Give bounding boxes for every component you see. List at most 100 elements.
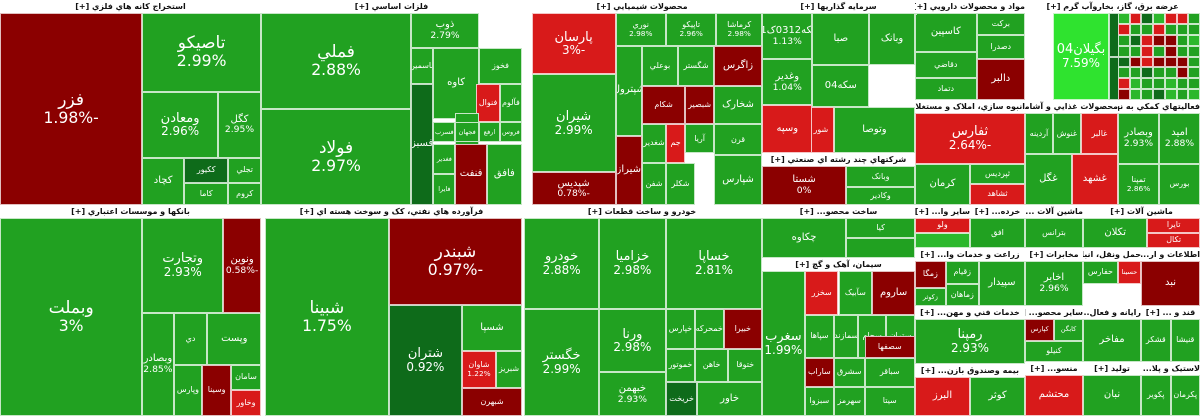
treemap-tile[interactable]: قرن [714,124,762,156]
treemap-tile[interactable]: ثپردیس [970,163,1025,184]
treemap-tile[interactable]: تجلي [228,157,261,183]
treemap-tile[interactable]: فروس [499,122,522,142]
treemap-tile[interactable]: خاهن [694,348,729,383]
treemap-tile[interactable]: سآبیک [838,271,873,315]
treemap-tile[interactable] [1141,89,1154,100]
treemap-tile[interactable]: دتماد [915,78,977,100]
treemap-tile[interactable]: شبندر -0.97% [388,218,522,306]
treemap-tile[interactable]: فنوال [476,84,500,123]
treemap-tile[interactable]: وسپه [762,105,813,153]
treemap-tile[interactable]: زاگرس [714,45,762,86]
treemap-tile[interactable]: فاسمین [411,47,434,85]
sector-panel[interactable]: خودرو و ساخت قطعات [+] خودرو 2.88% خگستر 2.9… [522,205,762,416]
sector-title[interactable]: خدمات فني و مهن... [+] [915,306,1025,319]
treemap-tile[interactable]: ساراب [804,358,834,387]
treemap-tile[interactable] [1141,67,1154,79]
treemap-tile[interactable]: سپاها [804,314,834,358]
treemap-tile[interactable]: چکاوه [762,218,847,258]
treemap-tile[interactable] [1188,13,1200,24]
sector-title[interactable]: استخراج کانه هاي فلزي [+] [0,0,261,13]
sector-title[interactable]: مخابرات [+] [1025,248,1083,261]
treemap-tile[interactable]: کاوه [433,47,479,119]
sector-panel[interactable]: رایانه و فعال... [+] مفاخر [1083,306,1141,362]
treemap-tile[interactable]: محتشم [1025,375,1083,416]
treemap-tile[interactable] [1176,56,1189,68]
treemap-tile[interactable] [1141,45,1154,57]
sector-title[interactable]: سرمایه گذاریها [+] [762,0,915,13]
treemap-tile[interactable] [1176,34,1189,46]
treemap-tile[interactable] [1141,56,1154,68]
treemap-tile[interactable] [1164,45,1177,57]
treemap-tile[interactable]: فخوز [478,47,522,85]
treemap-tile[interactable]: خزامیا 2.98% [598,218,666,310]
treemap-tile[interactable] [1164,56,1177,68]
treemap-tile[interactable]: ونوین -0.58% [223,218,261,314]
treemap-tile[interactable]: شبریز [495,350,522,389]
sector-title[interactable]: سیمان، آهک و گچ [+] [762,258,915,271]
treemap-tile[interactable]: وتجارت 2.93% [142,218,224,314]
treemap-tile[interactable]: ختوقا [728,348,762,383]
treemap-tile[interactable]: خپارس [666,309,695,349]
treemap-tile[interactable] [915,233,970,248]
treemap-tile[interactable] [1176,78,1189,90]
treemap-tile[interactable]: کنیلو [1025,340,1083,362]
treemap-tile[interactable] [1164,89,1177,100]
treemap-tile[interactable]: نبان [1083,375,1141,416]
treemap-tile[interactable]: شاوان 1.22% [461,350,496,389]
treemap-tile[interactable]: ککیور [184,157,229,183]
treemap-tile[interactable]: سغرب 1.99% [762,271,805,416]
sector-panel[interactable]: خرده... [+] افق [970,205,1025,248]
sector-title[interactable]: ماشین آلات ... [+] [1025,205,1083,218]
treemap-tile[interactable] [1153,56,1165,68]
sector-title[interactable]: لاستیک و پلا... [+] [1141,362,1200,375]
treemap-tile[interactable]: تمپنا 2.86% [1118,163,1159,205]
sector-panel[interactable]: حمل ونقل، انبا... [+] حفارس حسینا [1083,248,1141,306]
sector-panel[interactable]: محصولات شیمیایي [+] پارسان -3% شیران 2.99% شپ… [522,0,762,205]
sector-panel[interactable]: سایر وا... [+] ولو [915,205,970,248]
treemap-tile[interactable] [1141,78,1154,90]
treemap-tile[interactable]: مفاخر [1083,319,1141,362]
treemap-tile[interactable] [1129,89,1142,100]
treemap-tile[interactable]: خبیرا [723,309,762,349]
treemap-tile[interactable]: ذوب 2.79% [411,13,479,48]
treemap-tile[interactable]: شیراز [615,135,642,205]
treemap-tile[interactable]: سصفها [864,336,915,358]
treemap-tile[interactable]: جم [666,124,686,163]
treemap-tile[interactable]: غنوش [1052,113,1081,155]
sector-panel[interactable]: مواد و محصولات دارویي [+] کاسپین برکت دقاضي… [915,0,1025,100]
treemap-tile[interactable]: البرز [915,377,970,416]
treemap-tile[interactable] [1188,67,1200,79]
treemap-tile[interactable] [1118,89,1130,100]
treemap-tile[interactable] [1129,45,1142,57]
treemap-tile[interactable]: سهرمز [833,387,865,416]
treemap-tile[interactable] [1164,34,1177,46]
sector-panel[interactable]: فلزات اساسي [+] فملي 2.88% فولاد 2.97% ذوب 2.7… [261,0,522,205]
treemap-tile[interactable]: وخاور [230,390,261,416]
treemap-tile[interactable] [1118,23,1130,35]
treemap-tile[interactable] [1176,67,1189,79]
treemap-tile[interactable] [1188,89,1200,100]
treemap-tile[interactable]: شسپا [461,305,522,351]
sector-title[interactable]: زراعت و خدمات وا... [+] [915,248,1025,261]
treemap-tile[interactable]: شکام [642,85,686,125]
treemap-tile[interactable]: کاما [184,182,229,205]
treemap-tile[interactable]: آریا [685,124,714,154]
sector-panel[interactable]: لاستیک و پلا... [+] پکویر پکرمان [1141,362,1200,416]
treemap-tile[interactable]: آردینه [1025,113,1053,155]
treemap-tile[interactable] [1188,78,1200,90]
sector-title[interactable]: فرآورده هاي نفتي، کک و سوخت هسته اي [+] [261,205,522,218]
sector-panel[interactable]: بیمه وصندوق بازن... [+] کوثر البرز [915,364,1025,416]
treemap-tile[interactable]: سامان [230,364,261,391]
sector-title[interactable]: عرضه برق، گاز، بخاروآب گرم [+] [1025,0,1200,13]
sector-title[interactable]: بیمه وصندوق بازن... [+] [915,364,1025,377]
treemap-tile[interactable]: سباقر [864,358,915,387]
sector-panel[interactable]: شرکتهاي چند رشته اي صنعتي [+] شستا 0% وبانک… [762,153,915,205]
treemap-tile[interactable]: وکادیر [846,187,915,205]
treemap-tile[interactable] [1118,67,1130,79]
treemap-tile[interactable] [1118,78,1130,90]
sector-title[interactable]: رایانه و فعال... [+] [1083,306,1141,319]
treemap-tile[interactable]: دي [173,313,208,365]
treemap-tile[interactable]: وپست [207,313,261,365]
treemap-tile[interactable]: حسینا [1117,261,1141,284]
treemap-tile[interactable] [1118,45,1130,57]
